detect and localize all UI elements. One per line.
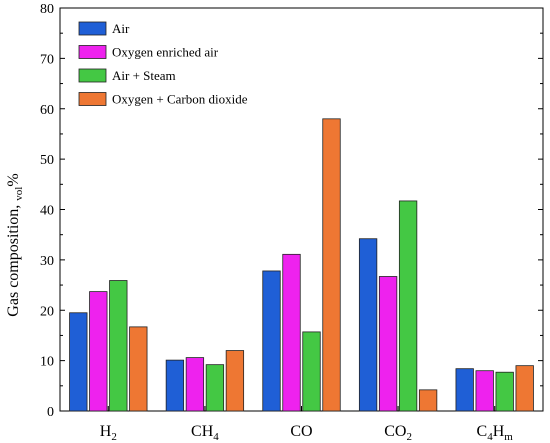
bar-oxygen-enriched-air <box>89 291 108 412</box>
bar-air-steam <box>495 371 514 412</box>
x-axis: H2 CH4 CO CO2 C4Hm <box>100 406 514 443</box>
bar-air-steam <box>302 331 321 412</box>
bar-oxygen-enriched-air <box>378 276 398 412</box>
y-tick-label: 0 <box>47 405 54 420</box>
y-tick-label: 30 <box>40 254 54 269</box>
y-tick-label: 40 <box>40 204 54 219</box>
bar-oxygen-carbon-dioxide <box>225 350 245 412</box>
y-axis: 0 10 20 30 40 50 60 70 80 <box>40 2 543 420</box>
y-tick-label: 70 <box>40 52 54 67</box>
x-tick-label: CH4 <box>191 423 219 443</box>
bar-oxygen-enriched-air <box>475 370 494 412</box>
y-axis-title-sub: vol <box>13 187 25 201</box>
bar-oxygen-enriched-air <box>282 253 301 412</box>
x-tick-label: CO <box>290 423 312 440</box>
y-axis-title: Gas composition, vol% <box>5 173 25 316</box>
y-axis-title-prefix: Gas composition, <box>5 201 22 317</box>
bar-oxygen-carbon-dioxide <box>515 365 534 412</box>
bars <box>69 118 534 412</box>
x-tick-label: CO2 <box>384 423 412 443</box>
legend-swatch <box>78 21 107 36</box>
bar-oxygen-carbon-dioxide <box>129 326 148 412</box>
legend-label: Air <box>112 21 130 36</box>
bar-air <box>165 359 185 412</box>
bar-air-steam <box>205 364 225 412</box>
y-tick-label: 60 <box>40 103 54 118</box>
legend-label: Air + Steam <box>112 68 176 83</box>
bar-air <box>358 238 378 412</box>
x-tick-label: H2 <box>100 423 117 443</box>
legend-label: Oxygen enriched air <box>112 45 219 60</box>
legend-swatch <box>78 68 107 83</box>
legend-swatch <box>78 45 107 59</box>
bar-oxygen-carbon-dioxide <box>322 118 341 412</box>
bar-air-steam <box>109 280 128 412</box>
x-tick-label: C4Hm <box>477 423 514 443</box>
legend: Air Oxygen enriched air Air + Steam Oxygen … <box>78 21 248 107</box>
y-tick-label: 50 <box>40 153 54 168</box>
y-tick-label: 80 <box>40 2 54 17</box>
bar-air <box>262 270 281 412</box>
bar-oxygen-carbon-dioxide <box>418 389 438 412</box>
bar-oxygen-enriched-air <box>185 357 205 412</box>
legend-label: Oxygen + Carbon dioxide <box>112 92 248 107</box>
y-tick-label: 10 <box>40 355 54 370</box>
bar-air <box>69 312 88 412</box>
y-tick-label: 20 <box>40 304 54 319</box>
bar-air <box>455 368 474 412</box>
bar-air-steam <box>398 200 418 412</box>
y-axis-title-suffix: % <box>5 173 22 186</box>
legend-swatch <box>78 92 107 106</box>
